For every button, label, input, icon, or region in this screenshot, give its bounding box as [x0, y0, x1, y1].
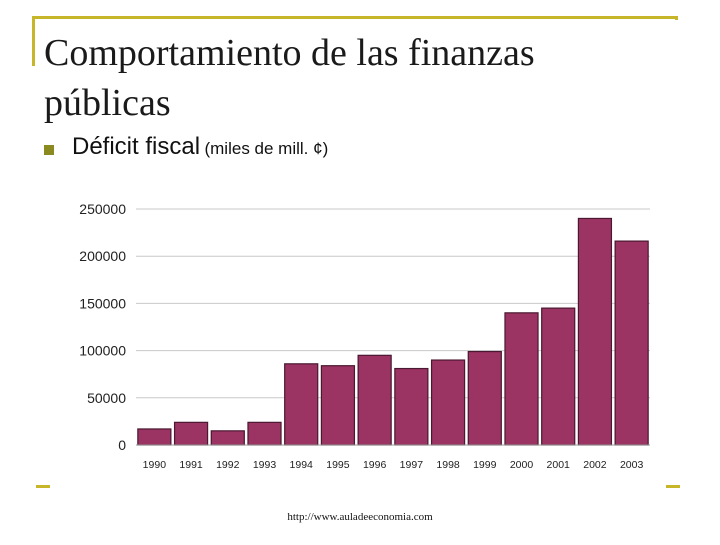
x-tick-label: 1996 — [363, 459, 387, 471]
x-tick-label: 1994 — [290, 459, 314, 471]
footer-right-line — [666, 485, 680, 488]
bar-1998 — [430, 359, 466, 446]
frame-top-line — [32, 16, 678, 19]
bar-1995 — [320, 365, 356, 446]
source-url: http://www.auladeeconomia.com — [287, 511, 433, 523]
bar-1990 — [137, 428, 172, 446]
bar-1999 — [467, 350, 502, 446]
bar-2000 — [504, 312, 539, 446]
y-tick-label: 250000 — [79, 201, 126, 217]
y-tick-label: 150000 — [79, 295, 126, 311]
bullet-sub-text: (miles de mill. ¢) — [204, 139, 329, 158]
bar-1997 — [394, 367, 429, 446]
bullet-text: Déficit fiscal (miles de mill. ¢) — [72, 133, 328, 161]
x-tick-label: 1993 — [253, 459, 277, 471]
bar-1996 — [357, 354, 392, 446]
bullet-main-text: Déficit fiscal — [72, 133, 201, 160]
footer-left-line — [36, 485, 50, 488]
x-tick-label: 2002 — [583, 459, 607, 471]
x-tick-label: 2003 — [620, 459, 644, 471]
y-tick-label: 200000 — [79, 248, 126, 264]
y-tick-label: 100000 — [79, 343, 126, 359]
x-tick-label: 1997 — [400, 459, 424, 471]
bar-2003 — [614, 240, 649, 446]
x-tick-label: 2000 — [510, 459, 534, 471]
y-tick-label: 50000 — [87, 390, 126, 406]
x-tick-label: 1990 — [143, 459, 167, 471]
bar-2001 — [541, 307, 576, 446]
y-tick-label: 0 — [118, 437, 126, 453]
frame-left-line — [32, 16, 35, 66]
x-tick-label: 1998 — [436, 459, 460, 471]
x-tick-label: 1992 — [216, 459, 240, 471]
x-tick-label: 1991 — [179, 459, 203, 471]
slide-title: Comportamiento de las finanzas públicas — [44, 32, 535, 124]
frame-right-tick — [675, 16, 678, 20]
bullet-marker — [44, 145, 54, 155]
x-tick-label: 1995 — [326, 459, 350, 471]
bar-1994 — [284, 363, 319, 446]
bar-1993 — [247, 421, 282, 446]
bar-2002 — [577, 217, 613, 446]
x-tick-label: 2001 — [547, 459, 571, 471]
bar-1992 — [210, 430, 245, 446]
x-tick-label: 1999 — [473, 459, 497, 471]
bar-1991 — [173, 421, 209, 446]
